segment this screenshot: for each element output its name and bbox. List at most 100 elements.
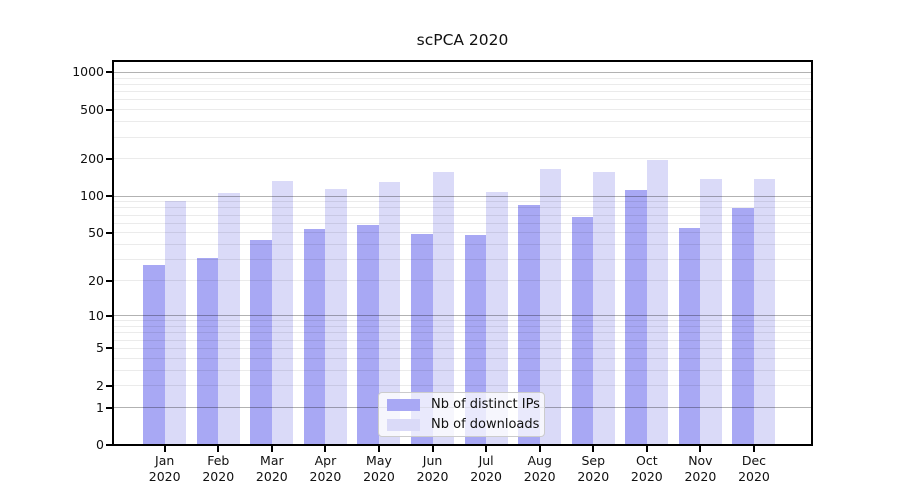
- minor-gridline: [113, 83, 812, 85]
- y-tick-mark: [106, 444, 113, 446]
- bar-downloads: [700, 178, 722, 444]
- minor-gridline: [113, 201, 812, 203]
- x-tick-mark: [163, 445, 166, 452]
- minor-gridline: [113, 158, 812, 160]
- minor-gridline: [113, 332, 812, 334]
- y-tick-mark: [106, 347, 113, 350]
- bar-distinct-ips: [678, 227, 701, 444]
- bar-downloads: [646, 160, 669, 444]
- bar-distinct-ips: [625, 190, 647, 444]
- bar-distinct-ips: [732, 207, 754, 444]
- y-tick-mark: [106, 195, 113, 198]
- bar-downloads: [378, 181, 401, 444]
- bar-downloads: [271, 180, 294, 444]
- minor-gridline: [113, 232, 812, 234]
- minor-gridline: [113, 369, 812, 371]
- minor-gridline: [113, 222, 812, 224]
- minor-gridline: [113, 121, 812, 123]
- bar-distinct-ips: [571, 217, 594, 444]
- bar-downloads: [486, 192, 508, 444]
- minor-gridline: [113, 347, 812, 349]
- x-tick-mark: [645, 445, 648, 452]
- x-tick-label: Nov 2020: [684, 453, 717, 484]
- y-tick-mark: [106, 314, 113, 317]
- y-tick-label: 500: [80, 101, 104, 117]
- minor-gridline: [113, 339, 812, 341]
- x-tick-mark: [431, 445, 434, 452]
- y-tick-mark: [106, 231, 113, 234]
- x-tick-label: Mar 2020: [255, 453, 288, 484]
- bar-distinct-ips: [357, 225, 379, 444]
- legend-row: Nb of downloads: [387, 417, 540, 432]
- bar-downloads: [753, 178, 776, 444]
- x-tick-label: Oct 2020: [630, 453, 663, 484]
- y-tick-label: 10: [88, 307, 104, 323]
- major-gridline: [113, 71, 812, 73]
- legend-swatch-downloads: [387, 418, 420, 431]
- y-tick-label: 0: [96, 437, 104, 452]
- legend-label: Nb of distinct IPs: [431, 397, 540, 412]
- y-tick-label: 200: [80, 150, 104, 166]
- x-tick-label: Sep 2020: [577, 453, 610, 484]
- bar-downloads: [218, 193, 240, 444]
- bar-downloads: [593, 171, 615, 444]
- y-tick-mark: [106, 71, 113, 74]
- x-tick-mark: [270, 445, 273, 452]
- major-gridline: [113, 315, 812, 317]
- minor-gridline: [113, 244, 812, 246]
- minor-gridline: [113, 280, 812, 282]
- y-tick-label: 50: [88, 224, 104, 240]
- minor-gridline: [113, 320, 812, 322]
- major-gridline: [113, 195, 812, 197]
- x-tick-mark: [377, 445, 380, 452]
- bar-distinct-ips: [518, 205, 540, 444]
- x-tick-mark: [217, 445, 220, 452]
- minor-gridline: [113, 207, 812, 209]
- legend-row: Nb of distinct IPs: [387, 397, 540, 412]
- y-tick-label: 2: [96, 377, 104, 393]
- minor-gridline: [113, 385, 812, 387]
- x-tick-mark: [592, 445, 595, 452]
- minor-gridline: [113, 259, 812, 261]
- x-tick-mark: [324, 445, 327, 452]
- y-tick-label: 100: [80, 188, 104, 204]
- minor-gridline: [113, 91, 812, 93]
- bar-distinct-ips: [303, 228, 326, 444]
- bar-distinct-ips: [196, 258, 219, 444]
- y-tick-mark: [106, 279, 113, 282]
- y-tick-mark: [106, 108, 113, 111]
- minor-gridline: [113, 99, 812, 101]
- bar-downloads: [164, 200, 187, 444]
- x-tick-mark: [538, 445, 541, 452]
- legend-swatch-distinct-ips: [387, 398, 420, 411]
- x-tick-label: Aug 2020: [523, 453, 556, 484]
- bar-distinct-ips: [411, 233, 433, 444]
- x-tick-mark: [752, 445, 755, 452]
- minor-gridline: [113, 325, 812, 327]
- x-tick-mark: [699, 445, 702, 452]
- y-tick-mark: [106, 384, 113, 387]
- chart-title: scPCA 2020: [416, 31, 509, 49]
- minor-gridline: [113, 109, 812, 111]
- x-tick-label: Feb 2020: [202, 453, 235, 484]
- x-tick-label: Jan 2020: [148, 453, 181, 484]
- y-tick-label: 20: [88, 272, 104, 288]
- x-tick-label: May 2020: [363, 453, 395, 484]
- legend: Nb of distinct IPs Nb of downloads: [378, 392, 545, 437]
- bar-distinct-ips: [464, 235, 487, 444]
- y-tick-mark: [106, 406, 113, 409]
- minor-gridline: [113, 214, 812, 216]
- bar-distinct-ips: [143, 265, 165, 444]
- legend-label: Nb of downloads: [431, 417, 540, 432]
- minor-gridline: [113, 357, 812, 359]
- y-tick-label: 1000: [72, 64, 104, 80]
- bar-downloads: [432, 171, 455, 444]
- minor-gridline: [113, 136, 812, 138]
- x-tick-label: Jul 2020: [470, 453, 503, 484]
- y-tick-mark: [106, 157, 113, 160]
- x-tick-label: Jun 2020: [416, 453, 449, 484]
- bar-downloads: [539, 168, 562, 444]
- x-tick-label: Dec 2020: [738, 453, 770, 484]
- x-tick-mark: [485, 445, 488, 452]
